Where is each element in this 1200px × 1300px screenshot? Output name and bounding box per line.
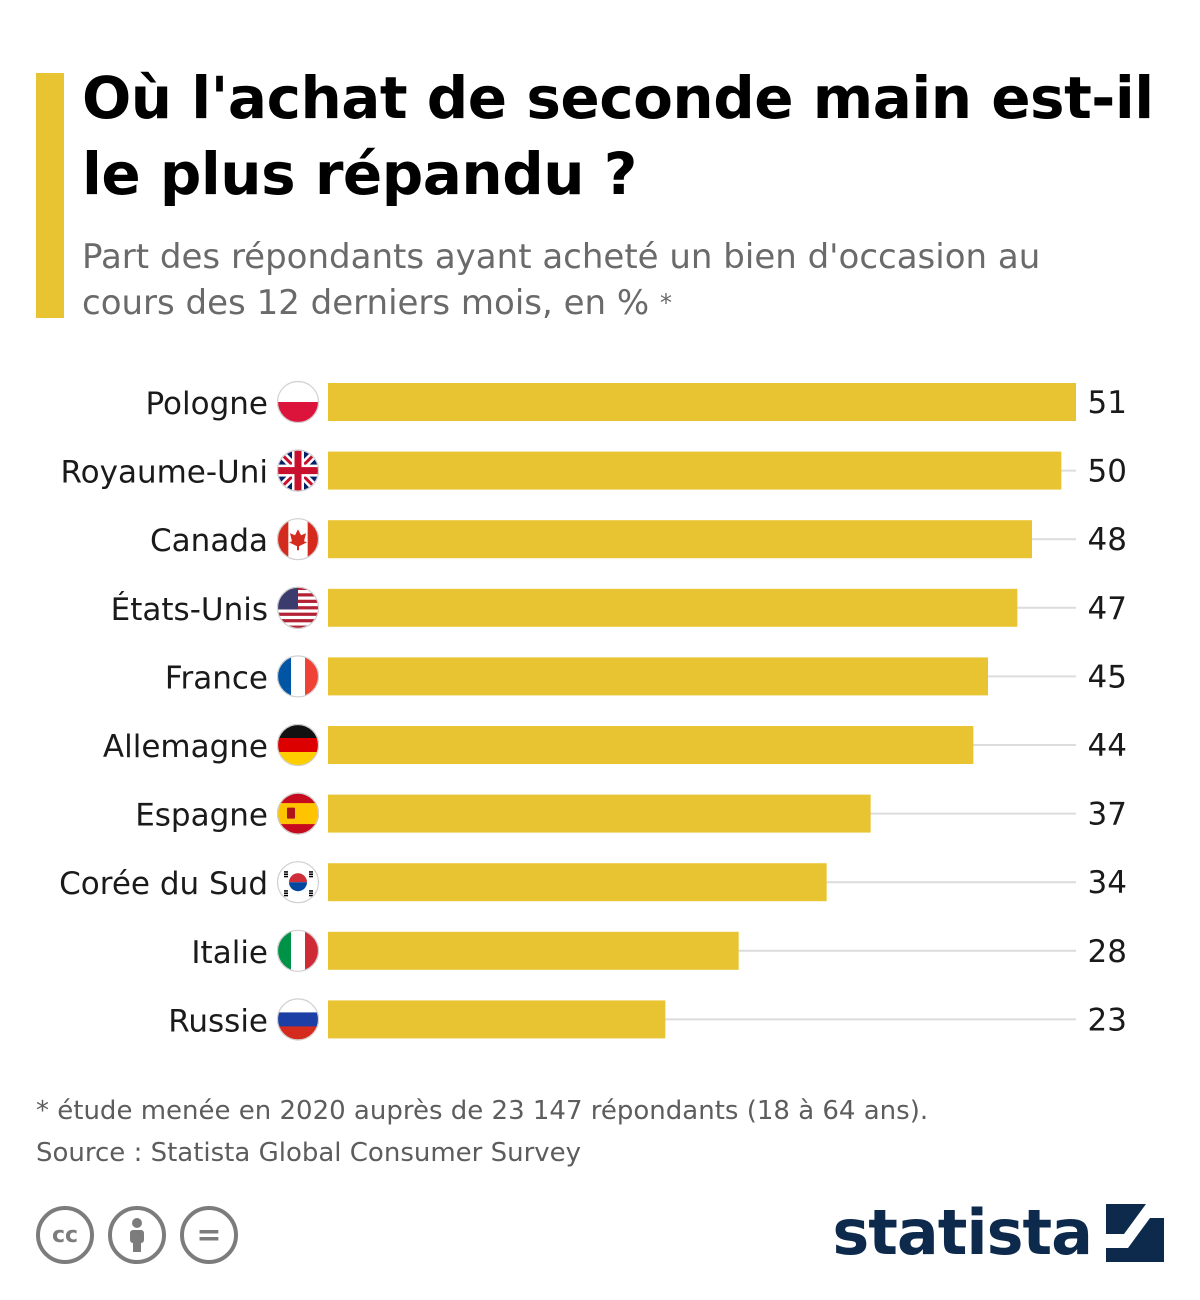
bar[interactable] [328, 863, 827, 902]
poland-flag-icon [276, 380, 320, 424]
attribution-icon[interactable] [108, 1206, 166, 1264]
category-label: Italie [191, 935, 268, 971]
spain-flag-icon [276, 792, 320, 835]
bar-row: Pologne 51 [145, 380, 1127, 424]
bar[interactable] [328, 451, 1062, 490]
bar-row: France 45 [165, 655, 1127, 698]
person-icon [130, 1218, 144, 1252]
bar-row: Russie 23 [168, 998, 1127, 1041]
license-icons: cc = [36, 1206, 238, 1264]
bar-row: États-Unis 47 [111, 586, 1127, 629]
category-label: Canada [150, 523, 268, 559]
bar-chart: Pologne 51 Royaume-Uni 50 Canada 48 États-Unis… [59, 380, 1127, 1041]
source-text: Source : Statista Global Consumer Survey [36, 1138, 582, 1168]
france-flag-icon [276, 655, 320, 698]
value-label: 34 [1088, 865, 1127, 901]
category-label: Corée du Sud [59, 866, 268, 902]
bar[interactable] [328, 520, 1032, 559]
value-label: 44 [1088, 728, 1127, 764]
bar-row: Italie 28 [191, 929, 1127, 972]
value-label: 50 [1088, 454, 1127, 490]
statista-logo-icon [1106, 1203, 1164, 1262]
category-label: Royaume-Uni [60, 455, 268, 491]
bar[interactable] [328, 657, 988, 696]
nd-icon-text: = [196, 1217, 222, 1253]
value-label: 28 [1088, 934, 1127, 970]
category-label: Espagne [135, 798, 268, 834]
bar[interactable] [328, 726, 974, 764]
germany-flag-icon [276, 723, 320, 767]
south-korea-flag-icon [276, 861, 320, 904]
canada-flag-icon [276, 518, 320, 561]
bar[interactable] [328, 1000, 666, 1039]
cc-icon-text: cc [51, 1222, 79, 1248]
cc-icon[interactable]: cc [36, 1206, 94, 1264]
category-label: Pologne [145, 386, 268, 422]
usa-flag-icon [276, 586, 320, 629]
bar-row: Espagne 37 [135, 792, 1127, 835]
category-label: États-Unis [111, 592, 268, 628]
value-label: 45 [1088, 659, 1127, 695]
no-derivatives-icon[interactable]: = [180, 1206, 238, 1264]
bar[interactable] [328, 931, 739, 970]
category-label: France [165, 660, 268, 696]
bar-row: Allemagne 44 [103, 723, 1127, 767]
bar-row: Corée du Sud 34 [59, 861, 1127, 904]
chart-title: Où l'achat de seconde main est-il le plu… [82, 64, 1154, 208]
value-label: 48 [1088, 522, 1127, 558]
russia-flag-icon [276, 998, 320, 1041]
bar[interactable] [328, 588, 1018, 627]
subtitle-footnote-mark: * [660, 289, 673, 317]
value-label: 23 [1088, 1002, 1127, 1038]
subtitle-text: Part des répondants ayant acheté un bien… [82, 237, 1041, 323]
chart-footer: * étude menée en 2020 auprès de 23 147 r… [36, 1090, 1156, 1174]
value-label: 47 [1088, 591, 1127, 627]
bar-row: Royaume-Uni 50 [60, 449, 1127, 492]
bar[interactable] [328, 383, 1076, 421]
uk-flag-icon [276, 449, 320, 492]
statista-wordmark: statista [832, 1196, 1093, 1269]
title-accent-bar [36, 73, 64, 318]
chart-subtitle: Part des répondants ayant acheté un bien… [82, 234, 1082, 326]
value-label: 51 [1088, 385, 1127, 421]
category-label: Russie [168, 1003, 268, 1039]
value-label: 37 [1088, 797, 1127, 833]
bar-row: Canada 48 [150, 518, 1127, 561]
footnote-text: * étude menée en 2020 auprès de 23 147 r… [36, 1096, 929, 1126]
statista-brand[interactable]: statista [832, 1196, 1164, 1269]
category-label: Allemagne [103, 729, 268, 765]
italy-flag-icon [276, 929, 320, 972]
bar[interactable] [328, 794, 871, 833]
